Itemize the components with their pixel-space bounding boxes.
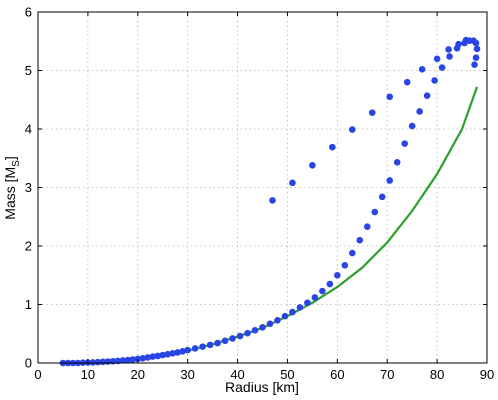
data-point <box>423 92 431 99</box>
y-tick-label: 2 <box>25 239 32 254</box>
data-point <box>368 109 376 116</box>
data-point <box>269 197 276 204</box>
x-tick-label: 80 <box>430 367 444 382</box>
x-tick-label: 50 <box>280 367 294 382</box>
data-point <box>309 161 316 169</box>
data-point <box>431 77 438 84</box>
data-point <box>438 64 446 71</box>
y-tick-label: 0 <box>25 356 32 371</box>
data-point <box>334 271 341 279</box>
data-point <box>169 350 176 357</box>
data-point <box>124 356 132 364</box>
data-point <box>386 93 394 101</box>
data-point <box>326 280 334 288</box>
data-point <box>274 317 281 324</box>
data-point <box>236 332 244 340</box>
x-tick-label: 0 <box>34 367 41 382</box>
x-tick-label: 20 <box>131 367 145 382</box>
data-point <box>154 352 162 360</box>
y-tick-label: 1 <box>25 297 32 312</box>
data-point <box>244 329 251 337</box>
data-point <box>462 36 470 44</box>
x-tick-label: 40 <box>230 367 244 382</box>
data-point <box>206 341 214 349</box>
data-point <box>281 312 289 320</box>
data-point <box>471 61 478 68</box>
data-point <box>393 159 401 166</box>
data-point <box>319 287 326 295</box>
data-point <box>433 55 441 63</box>
y-tick-label: 5 <box>25 63 32 78</box>
x-tick-label: 90 <box>480 367 494 382</box>
data-point <box>445 46 452 53</box>
data-point <box>89 359 97 366</box>
data-point <box>191 345 199 352</box>
data-point <box>408 122 416 130</box>
x-tick-label: 30 <box>180 367 194 382</box>
x-axis-ticks: 0 10 20 30 40 50 60 70 80 90 <box>34 12 494 382</box>
data-point <box>341 262 349 269</box>
data-point <box>349 126 356 133</box>
data-point <box>179 348 186 355</box>
x-tick-label: 60 <box>330 367 344 382</box>
data-point <box>149 353 157 360</box>
data-point <box>174 349 181 356</box>
y-tick-label: 3 <box>25 180 32 195</box>
data-point <box>251 326 259 334</box>
y-tick-label: 6 <box>25 5 32 20</box>
x-axis-title: Radius [km] <box>225 379 299 395</box>
data-point <box>289 308 296 316</box>
data-point <box>159 351 167 359</box>
y-axis-title-sub: S <box>11 160 22 167</box>
plot-frame <box>37 11 488 364</box>
data-point <box>356 236 364 244</box>
data-point <box>329 143 336 151</box>
data-point <box>472 54 480 61</box>
x-tick-label: 10 <box>81 367 95 382</box>
y-axis-title-main: Mass [M <box>2 167 18 220</box>
data-point <box>119 357 127 364</box>
data-point <box>289 179 296 187</box>
data-point <box>455 40 462 48</box>
data-point <box>229 335 236 342</box>
y-axis-title-end: ] <box>2 156 18 160</box>
data-point <box>349 249 356 257</box>
data-point <box>378 193 386 201</box>
y-axis-ticks: 0 1 2 3 4 5 6 <box>25 5 487 371</box>
data-point <box>199 343 206 350</box>
data-point <box>259 324 266 331</box>
data-point <box>304 299 311 307</box>
y-tick-label: 4 <box>25 122 32 137</box>
data-point <box>363 223 371 230</box>
data-point <box>266 320 274 328</box>
data-point <box>446 53 453 60</box>
data-point <box>296 304 304 311</box>
data-point <box>134 355 142 363</box>
data-point <box>401 140 408 147</box>
grid <box>38 12 487 363</box>
data-point <box>472 39 480 47</box>
data-point <box>416 108 423 115</box>
data-point <box>144 354 152 361</box>
data-point <box>214 339 221 347</box>
data-point <box>164 350 172 358</box>
data-point <box>473 45 481 53</box>
data-point <box>139 355 147 362</box>
y-axis-title: Mass [MS] <box>2 156 22 219</box>
x-tick-label: 70 <box>380 367 394 382</box>
data-point <box>129 356 137 363</box>
data-point <box>418 66 426 73</box>
data-point <box>184 346 191 354</box>
data-point <box>371 208 379 216</box>
data-point <box>386 177 394 184</box>
data-point <box>311 294 319 301</box>
data-point <box>94 358 102 366</box>
data-point <box>221 337 229 345</box>
data-point <box>403 78 411 86</box>
